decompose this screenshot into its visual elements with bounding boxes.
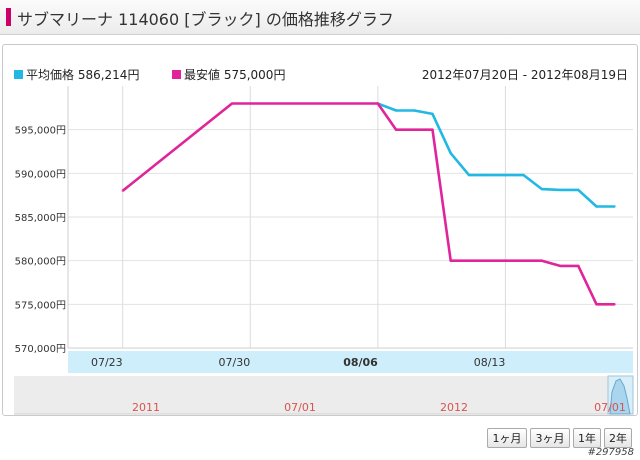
series-1-point	[394, 128, 398, 131]
series-1-point	[230, 102, 234, 105]
legend-swatch-lowest	[172, 70, 181, 79]
header-accent-bar	[6, 8, 11, 26]
series-0-point	[394, 109, 398, 112]
y-tick-label: 590,000円	[15, 169, 66, 180]
date-range: 2012年07月20日 - 2012年08月19日	[421, 68, 628, 82]
series-0-point	[522, 173, 525, 177]
series-1-point	[504, 259, 507, 262]
series-0-point	[431, 112, 434, 116]
series-1-point	[376, 102, 379, 105]
series-0-point	[595, 205, 598, 208]
series-1-point	[540, 259, 544, 262]
range-3-month-button[interactable]: 3ヶ月	[530, 428, 570, 448]
legend-swatch-average	[14, 70, 23, 79]
page-title: サブマリーナ 114060 [ブラック] の価格推移グラフ	[17, 10, 394, 29]
series-1-point	[558, 264, 562, 268]
x-axis: 07/23 07/30 08/06 08/13	[68, 347, 633, 373]
series-0-point	[413, 109, 416, 112]
series-0-point	[504, 173, 507, 177]
navigator-label: 07/01	[284, 401, 316, 414]
series-0-point	[540, 187, 544, 191]
series-line-0	[377, 102, 615, 208]
series-1-point	[522, 259, 525, 262]
series-1-point	[449, 259, 452, 262]
series-0-point	[558, 188, 562, 192]
series-1-point	[577, 264, 580, 268]
legend-label-lowest: 最安値 575,000円	[184, 68, 286, 82]
page-header: サブマリーナ 114060 [ブラック] の価格推移グラフ	[0, 0, 640, 35]
series-1-point	[121, 189, 124, 192]
series-0-point	[486, 173, 489, 177]
series-1-point	[595, 303, 598, 306]
series-0-point	[577, 188, 580, 192]
navigator-label: 07/01	[594, 401, 626, 414]
chart-frame	[2, 44, 638, 416]
navigator: 2011 07/01 2012 07/01	[14, 375, 634, 415]
series-1-point	[467, 259, 471, 262]
navigator-label: 2012	[440, 401, 468, 414]
navigator-mini-series	[609, 378, 631, 415]
y-tick-label: 580,000円	[15, 257, 66, 268]
series-layer	[121, 102, 616, 306]
y-tick-label: 575,000円	[15, 300, 66, 311]
x-tick-label: 08/06	[343, 356, 378, 369]
navigator-label: 2011	[132, 401, 160, 414]
item-id: #297958	[587, 447, 634, 458]
y-tick-label: 570,000円	[15, 344, 66, 355]
series-1-point	[249, 102, 252, 105]
y-axis: 570,000円 575,000円 580,000円 585,000円 590,000円…	[15, 86, 69, 355]
navigator-background	[14, 376, 633, 414]
series-0-point	[613, 205, 616, 208]
series-1-point	[486, 259, 489, 262]
y-tick-label: 595,000円	[15, 126, 66, 137]
legend-item-lowest: 最安値 575,000円	[172, 66, 285, 83]
series-1-point	[413, 128, 416, 131]
series-0-point	[467, 173, 471, 177]
range-1-month-button[interactable]: 1ヶ月	[487, 428, 527, 448]
x-axis-band	[68, 351, 633, 373]
series-1-point	[613, 303, 616, 306]
x-tick-label: 07/23	[91, 356, 123, 369]
legend-item-average: 平均価格 586,214円	[14, 66, 139, 83]
range-1-year-button[interactable]: 1年	[573, 428, 601, 448]
range-2-year-button[interactable]: 2年	[604, 428, 632, 448]
x-tick-label: 07/30	[219, 356, 251, 369]
legend-label-average: 平均価格 586,214円	[26, 68, 140, 82]
series-0-point	[449, 152, 452, 155]
y-tick-label: 585,000円	[15, 213, 66, 224]
series-1-point	[431, 128, 434, 131]
x-tick-label: 08/13	[474, 356, 506, 369]
